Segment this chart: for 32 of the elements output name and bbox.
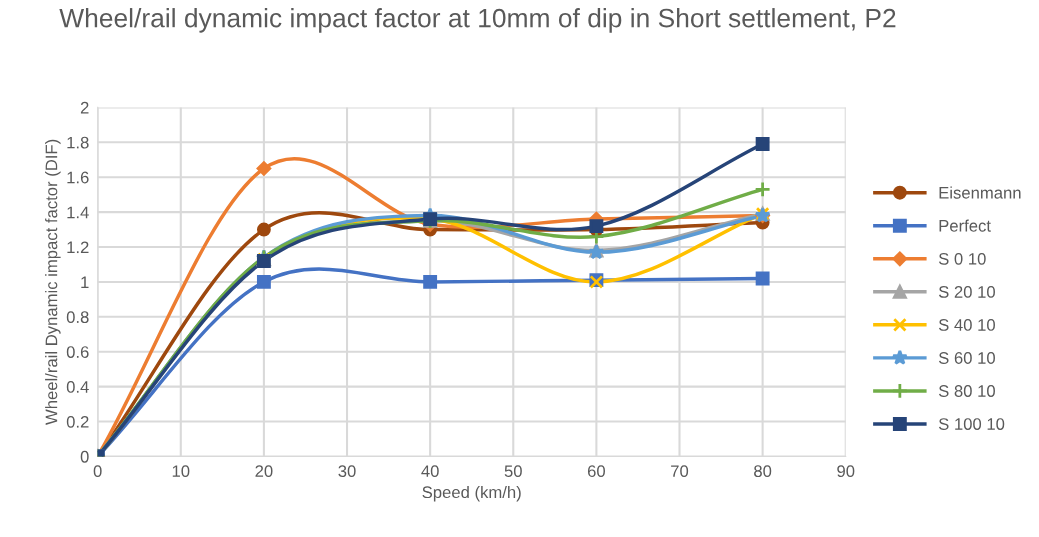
x-tick-label: 50 [504, 465, 522, 478]
x-tick-label: 40 [421, 465, 439, 478]
y-tick-label: 0 [80, 450, 89, 463]
legend-label: S 40 10 [938, 319, 995, 331]
legend-label: S 60 10 [938, 352, 995, 364]
y-tick-label: 0.2 [66, 415, 89, 428]
x-axis-title: Speed (km/h) [422, 485, 521, 502]
y-tick-label: 1.2 [67, 241, 89, 254]
x-tick-label: 10 [172, 465, 190, 478]
y-tick-label: 1.4 [67, 206, 89, 219]
y-tick-label: 1.8 [67, 136, 89, 149]
legend-label: S 80 10 [938, 385, 995, 397]
x-tick-label: 70 [671, 465, 689, 478]
y-tick-label: 2 [80, 101, 89, 114]
x-tick-label: 80 [754, 465, 772, 478]
y-tick-label: 0.4 [66, 381, 89, 393]
y-tick-label: 0.6 [66, 346, 89, 358]
x-tick-label: 60 [587, 465, 605, 478]
x-tick-label: 20 [255, 465, 273, 478]
legend-label: Perfect [939, 219, 991, 232]
chart-title: Wheel/rail dynamic impact factor at 10mm of dip in Short settlement, P2 [59, 8, 896, 33]
legend-label: S 0 10 [938, 252, 986, 265]
y-tick-label: 1 [81, 276, 89, 288]
x-tick-label: 0 [93, 465, 102, 478]
y-tick-label: 1.6 [67, 171, 89, 184]
y-tick-label: 0.8 [66, 311, 89, 324]
legend-label: S 100 10 [938, 418, 1005, 430]
legend-label: S 20 10 [938, 286, 995, 298]
legend-label: Eisenmann [939, 186, 1021, 199]
x-tick-label: 30 [338, 465, 356, 478]
x-tick-label: 90 [837, 465, 855, 478]
y-axis-title: Wheel/rail Dynamic impact factor (DIF) [45, 139, 61, 425]
